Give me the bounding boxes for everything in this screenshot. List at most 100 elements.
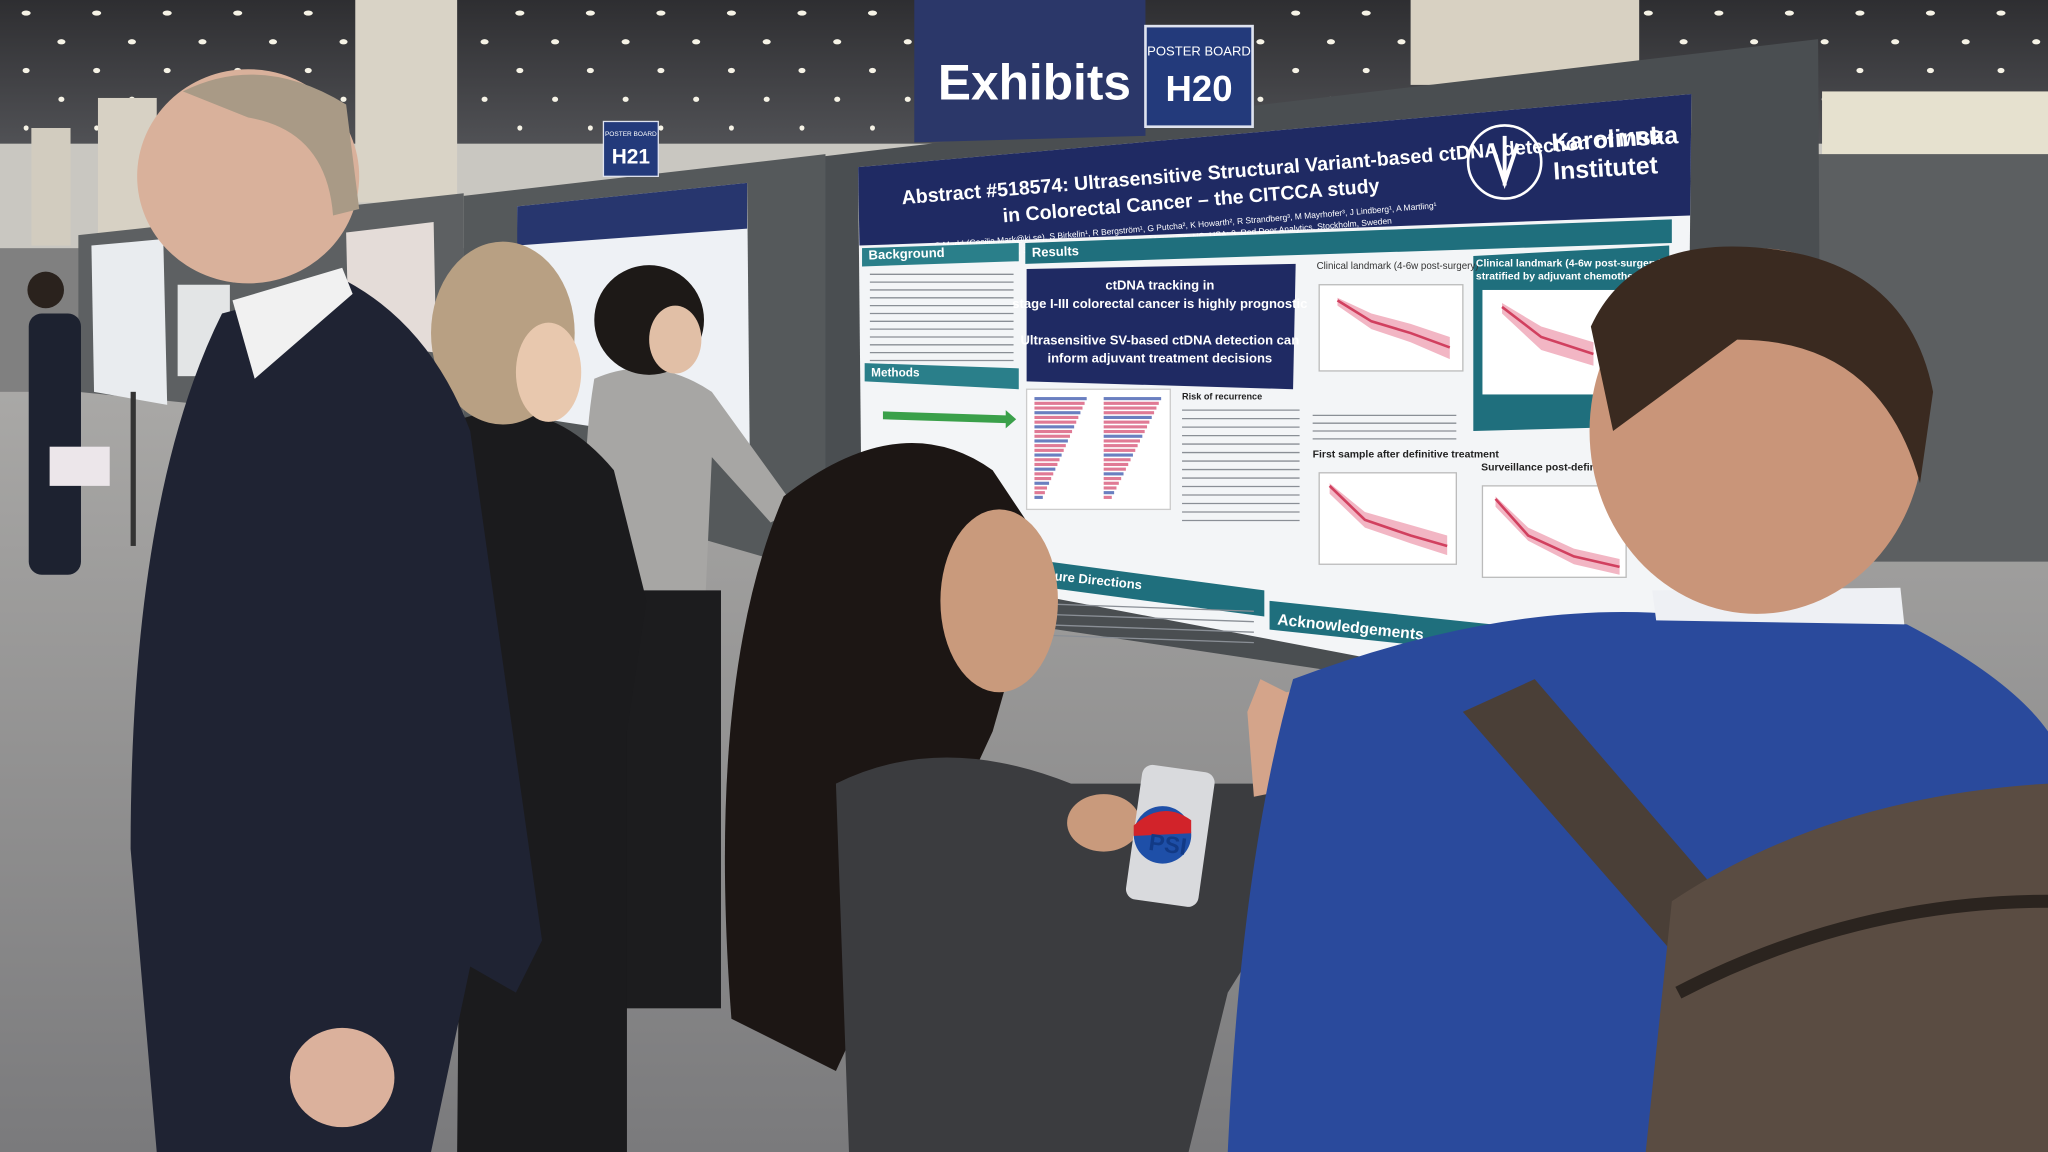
ceiling-light xyxy=(1362,67,1370,74)
section-bar xyxy=(864,363,1019,390)
waterfall-bar xyxy=(1034,401,1085,405)
ceiling-light xyxy=(481,96,488,102)
ceiling-light xyxy=(551,39,560,45)
section-heading: Methods xyxy=(871,367,920,380)
ceiling-light xyxy=(868,67,877,74)
ceiling-light xyxy=(1784,10,1794,16)
waterfall-bar xyxy=(1034,453,1062,457)
ceiling-light xyxy=(1925,10,1936,16)
ceiling-light xyxy=(22,67,30,74)
ceiling-light xyxy=(94,125,100,131)
methods-arrow xyxy=(882,410,1017,429)
ceiling-light xyxy=(163,67,171,74)
ki-logo xyxy=(1466,124,1543,200)
waterfall-bar xyxy=(1034,444,1066,448)
ki-logo-emblem xyxy=(1489,135,1520,190)
ceiling-light xyxy=(1891,39,1900,45)
ceiling-light xyxy=(870,125,875,131)
waterfall-bar xyxy=(1034,411,1081,415)
ceiling-light xyxy=(57,39,66,45)
ceiling-light xyxy=(162,10,172,16)
waterfall-bar xyxy=(1034,425,1075,429)
waterfall-bar xyxy=(1103,462,1129,467)
section-bar xyxy=(862,242,1019,267)
ceiling-light xyxy=(1292,67,1300,74)
section-bar xyxy=(1025,219,1672,264)
ceiling-light xyxy=(268,39,278,45)
waterfall-bar xyxy=(1103,434,1143,438)
ceiling-light xyxy=(867,10,878,16)
key-message: stage I-III colorectal cancer is highly … xyxy=(1012,296,1307,311)
waterfall-bar xyxy=(1103,397,1162,401)
ceiling-light xyxy=(834,96,841,102)
ceiling-light xyxy=(1361,10,1371,16)
backpack-zip xyxy=(1675,894,2048,999)
ceiling-light xyxy=(797,10,807,16)
waterfall-bar xyxy=(1034,420,1077,424)
exhibits-text: Exhibits xyxy=(938,54,1131,110)
km-curve xyxy=(1328,484,1448,548)
chart-title: First sample after definitive treatment xyxy=(1313,449,1500,460)
waterfall-bar xyxy=(1103,448,1136,452)
waterfall-bar xyxy=(1034,406,1083,410)
waterfall-bar xyxy=(1103,467,1126,471)
waterfall-bars xyxy=(1034,397,1162,499)
text-line xyxy=(1031,634,1254,644)
key-message: ctDNA tracking in xyxy=(1105,277,1214,292)
waterfall-bar xyxy=(1034,397,1087,401)
waterfall-bar xyxy=(1034,429,1073,434)
ceiling-light xyxy=(763,96,770,102)
ceiling-light xyxy=(762,39,771,45)
waterfall-bar xyxy=(1103,453,1133,457)
ceiling-light xyxy=(693,96,700,102)
ceiling-light xyxy=(58,96,65,102)
waterfall-bar xyxy=(1103,425,1148,429)
ceiling-light xyxy=(92,10,102,16)
ceiling-light xyxy=(552,96,559,102)
ceiling-light xyxy=(1679,39,1688,45)
backpack xyxy=(1645,783,2048,1152)
can-text: PSI xyxy=(1147,829,1188,860)
ceiling-light xyxy=(1820,39,1829,45)
km-curve xyxy=(1336,299,1451,349)
ceiling-light xyxy=(692,39,701,45)
km-band xyxy=(1495,496,1620,575)
waterfall-bar xyxy=(1103,476,1122,481)
waterfall-bar xyxy=(1103,444,1138,448)
ceiling-light xyxy=(1996,10,2006,16)
ceiling-light xyxy=(903,39,912,45)
poster-left xyxy=(91,239,168,405)
chart-title: stratified by adjuvant chemotherapy (ACT… xyxy=(1476,272,1687,283)
chart-title: Clinical landmark (4-6w post-surgery) xyxy=(1476,259,1662,270)
waterfall-bar xyxy=(1034,448,1064,452)
key-message: inform adjuvant treatment decisions xyxy=(1047,351,1272,366)
ceiling-light xyxy=(93,67,101,74)
hand xyxy=(289,1027,395,1128)
exhibits-banner xyxy=(914,0,1146,143)
ceiling-light xyxy=(21,10,31,16)
ceiling-light xyxy=(727,67,735,74)
ceiling-light xyxy=(904,96,911,102)
ceiling-light xyxy=(798,67,806,74)
ceiling-light xyxy=(657,67,665,74)
sign-h21-caption: POSTER BOARD xyxy=(605,131,657,138)
hair xyxy=(1590,246,1934,484)
poster-h21-header xyxy=(517,182,748,246)
waterfall-bar xyxy=(1103,486,1117,490)
ceiling-light xyxy=(1961,39,1970,45)
ceiling-light xyxy=(23,125,29,131)
pillar xyxy=(355,0,458,203)
person-blonde-face xyxy=(515,322,582,422)
ceiling-light xyxy=(1855,10,1865,16)
people: PSI xyxy=(27,69,2048,1152)
sign-h20-label: H20 xyxy=(1165,68,1232,109)
waterfall-bar xyxy=(1103,439,1140,443)
ceiling-light xyxy=(658,125,664,131)
chart-title: Clinical landmark (4-6w post-surgery) xyxy=(1317,261,1479,272)
ceiling-light xyxy=(1326,39,1335,45)
ceiling-light xyxy=(339,39,348,45)
ceiling-light xyxy=(233,10,243,16)
waterfall-bar xyxy=(1034,486,1047,490)
waterfall-bar xyxy=(1103,411,1155,415)
